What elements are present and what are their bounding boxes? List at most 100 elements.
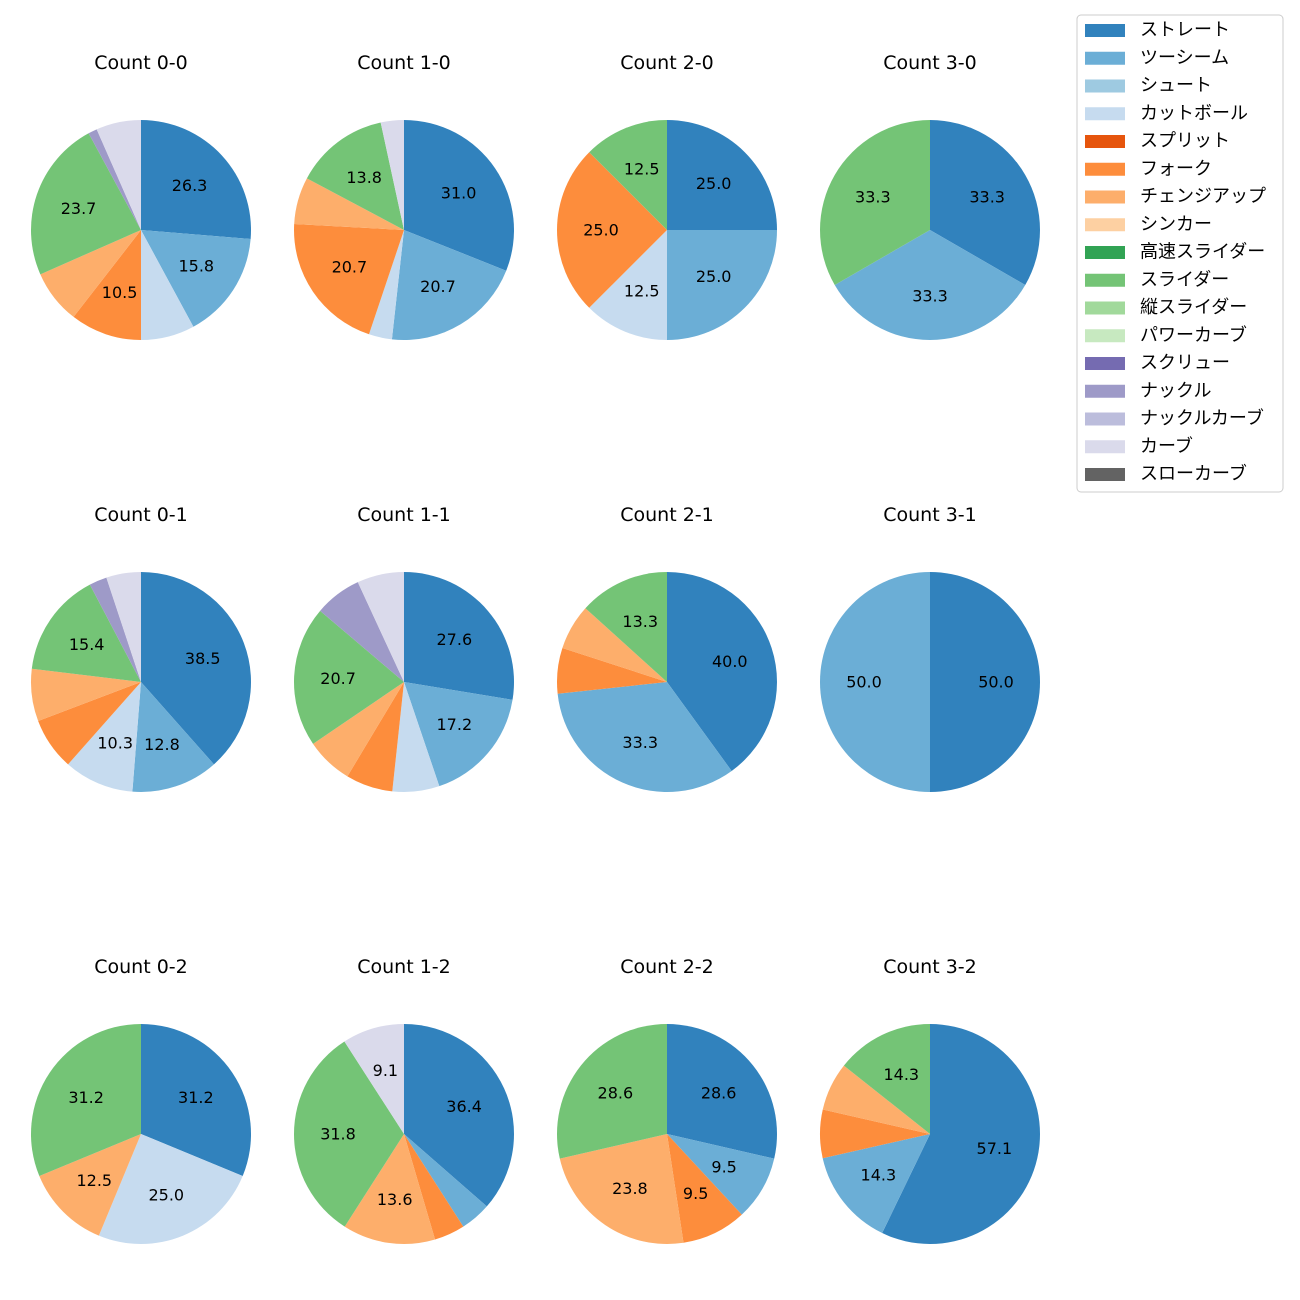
pie-slice [89, 577, 141, 682]
slice-label: 25.0 [696, 174, 732, 193]
slice-label: 31.0 [441, 183, 477, 202]
slice-label: 31.2 [178, 1088, 214, 1107]
pie-chart: Count 3-2 57.1 14.3 14.3 [819, 956, 1041, 1244]
pie-chart: Count 2-2 28.6 9.59.5 23.8 28.6 [556, 956, 778, 1244]
slice-label: 27.6 [437, 630, 473, 649]
slice-label: 9.1 [373, 1061, 398, 1080]
pie-chart: Count 3-0 33.3 33.3 33.3 [820, 52, 1040, 340]
slice-label: 15.8 [178, 257, 214, 276]
legend-label: シンカー [1140, 214, 1212, 235]
legend-item: ストレート [1085, 20, 1230, 41]
slice-label: 14.3 [861, 1166, 897, 1185]
legend-label: スプリット [1140, 131, 1230, 152]
pie-slice [834, 230, 1026, 340]
slice-label: 17.2 [437, 715, 473, 734]
pie-slice [404, 682, 513, 787]
legend-label: スクリュー [1140, 353, 1230, 374]
legend-item: ナックル [1085, 380, 1211, 401]
pie-slice [313, 682, 404, 777]
pie-slice [822, 1134, 930, 1234]
legend-swatch [1085, 468, 1125, 481]
pie-slice [404, 120, 515, 271]
slice-label: 33.3 [912, 287, 948, 306]
pie-slice [344, 1024, 404, 1134]
legend-swatch [1085, 273, 1125, 287]
chart-title: Count 0-2 [94, 956, 188, 978]
pie-slice [667, 1134, 775, 1215]
slice-label: 14.3 [883, 1065, 919, 1084]
chart-title: Count 1-1 [357, 504, 451, 526]
chart-title: Count 2-2 [620, 956, 714, 978]
pie-slice [667, 120, 777, 230]
legend-items: ストレートツーシームシュートカットボールスプリットフォークチェンジアップシンカー… [1085, 20, 1266, 485]
chart-title: Count 3-2 [883, 956, 977, 978]
legend-item: 高速スライダー [1085, 242, 1265, 263]
pie-slice [559, 1134, 684, 1244]
pie-slice [822, 1065, 930, 1134]
legend-item: スローカーブ [1085, 463, 1247, 485]
legend-label: シュート [1140, 75, 1212, 96]
pie-slice [30, 133, 141, 275]
pie-slice [293, 610, 404, 744]
pie-slice [557, 682, 732, 792]
pie-slice [344, 1134, 436, 1245]
chart-title: Count 3-0 [883, 52, 977, 74]
slice-label: 25.0 [583, 221, 619, 240]
legend-item: カットボール [1085, 103, 1248, 124]
legend-label: ストレート [1140, 20, 1230, 41]
pie-slice [589, 120, 667, 230]
legend-label: ナックル [1140, 380, 1211, 401]
slice-label: 28.6 [598, 1083, 634, 1102]
pie-slice [96, 120, 141, 230]
pie-slice [557, 152, 667, 308]
pie-slice [141, 1024, 252, 1176]
pie-slice [73, 230, 141, 340]
legend: ストレートツーシームシュートカットボールスプリットフォークチェンジアップシンカー… [1076, 14, 1284, 493]
slice-label: 20.7 [420, 277, 456, 296]
legend-label: スライダー [1140, 269, 1229, 290]
pie-chart: Count 2-0 25.0 25.0 12.5 25.0 12.5 [557, 52, 777, 340]
legend-item: ツーシーム [1085, 47, 1229, 68]
legend-swatch [1085, 301, 1125, 315]
slice-label: 31.2 [68, 1088, 104, 1107]
legend-label: カーブ [1140, 435, 1193, 457]
pie-slice [820, 120, 930, 285]
pie-slice [667, 1024, 778, 1159]
chart-title: Count 3-1 [883, 504, 977, 526]
slice-label: 50.0 [846, 673, 882, 692]
legend-item: パワーカーブ [1085, 324, 1247, 346]
legend-swatch [1085, 440, 1125, 454]
pie-slice [819, 1109, 930, 1159]
pie-slice [38, 682, 141, 765]
legend-item: ナックルカーブ [1085, 407, 1264, 429]
pie-slice [40, 230, 141, 317]
legend-swatch [1085, 329, 1125, 343]
pie-slice [380, 120, 404, 230]
pie-slice [106, 572, 141, 682]
pie-slice [391, 230, 507, 340]
pie-slice [562, 608, 667, 682]
legend-swatch [1085, 357, 1125, 370]
legend-frame [1076, 14, 1284, 493]
pie-slice [98, 1134, 243, 1245]
legend-swatch [1085, 218, 1125, 232]
pie-slice [404, 1134, 487, 1227]
pie-slice [132, 682, 214, 792]
legend-label: チェンジアップ [1140, 186, 1266, 207]
slice-label: 20.7 [320, 669, 356, 688]
pie-slice [141, 230, 251, 327]
chart-title: Count 1-0 [357, 52, 451, 74]
legend-swatch [1085, 24, 1125, 37]
pie-slice [585, 572, 667, 682]
slice-label: 25.0 [148, 1185, 184, 1204]
slice-label: 12.5 [624, 160, 660, 179]
pie-slice [843, 1024, 930, 1134]
legend-swatch [1085, 384, 1125, 398]
slice-label: 31.8 [320, 1125, 356, 1144]
pie-slice [31, 584, 141, 682]
pie-slice [667, 1134, 742, 1243]
chart-title: Count 2-0 [620, 52, 714, 74]
slice-label: 13.3 [622, 612, 658, 631]
slice-label: 33.3 [622, 733, 658, 752]
